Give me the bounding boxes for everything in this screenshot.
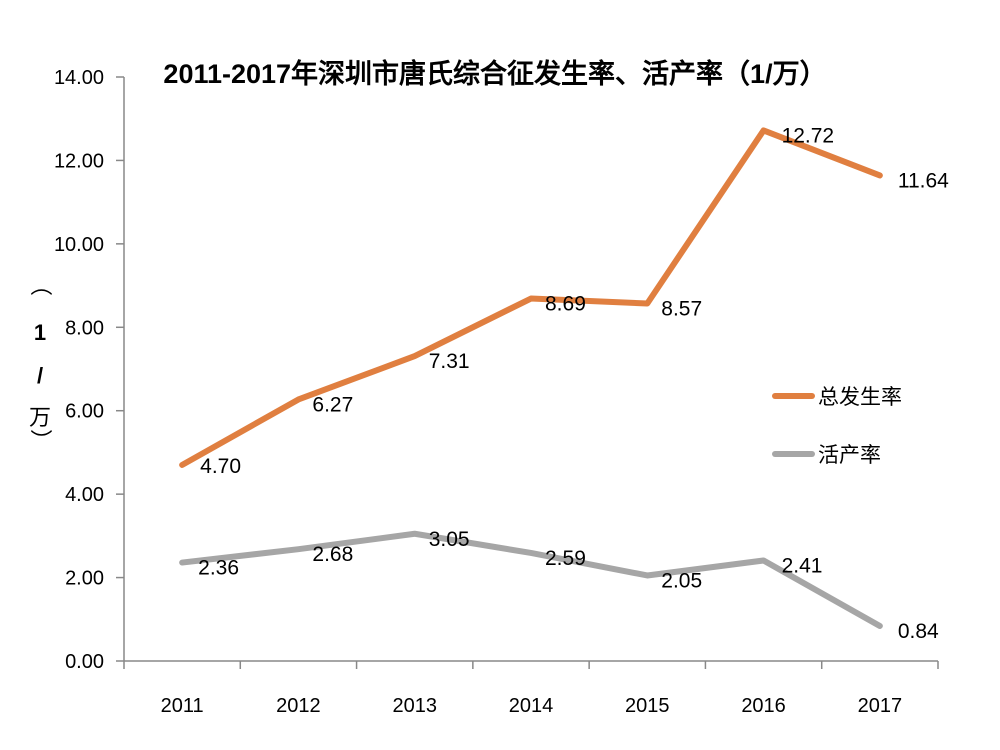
x-tick-label: 2013 [392,695,437,717]
data-point [530,297,532,300]
data-label: 6.27 [312,393,353,416]
data-label: 2.05 [661,569,702,592]
y-axis-ticks: 0.00 2.00 4.00 6.00 8.00 10.00 12.00 14.00 [54,67,124,673]
data-point [646,302,649,305]
x-tick-label: 2011 [161,695,204,717]
y-axis-label-char: 万 [29,405,51,430]
x-tick-label: 2016 [741,695,786,717]
data-point [878,174,881,177]
data-point [181,561,184,564]
x-tick-label: 2015 [625,695,670,717]
x-tick-label: 2012 [276,695,321,717]
y-axis-label-char: （ [28,274,53,296]
x-tick-label: 2017 [858,695,903,717]
data-label: 11.64 [898,169,949,192]
data-point [413,532,416,535]
data-label: 8.57 [661,298,702,321]
data-label: 2.68 [312,543,353,566]
y-tick-label: 10.00 [54,234,104,256]
data-point [762,129,765,132]
data-label: 2.59 [545,547,586,570]
data-point [762,559,765,562]
y-tick-label: 0.00 [65,651,104,673]
x-tick-label: 2014 [509,695,554,717]
legend-label: 活产率 [818,444,881,467]
data-point [878,624,881,627]
data-label: 8.69 [545,293,586,316]
y-axis-label-char: 1 [34,320,46,345]
x-axis-ticks: 2011 2012 2013 2014 2015 2016 2017 [123,661,939,717]
axes [123,77,938,662]
y-axis-label-char: / [37,363,43,388]
data-point [181,463,184,466]
data-point [413,355,416,358]
y-tick-label: 14.00 [54,67,104,89]
series-lines [179,127,883,629]
data-label: 0.84 [898,620,939,643]
y-tick-label: 12.00 [54,150,104,172]
data-point [297,548,300,551]
data-label: 12.72 [782,124,835,147]
data-point [297,398,300,401]
data-labels: 4.70 6.27 7.31 8.69 8.57 12.72 11.64 2.36 2.68 3.… [198,124,949,643]
data-label: 2.36 [198,557,239,580]
data-label: 2.41 [782,554,823,577]
data-point [646,574,649,577]
series-line-live-birth-rate [179,530,883,629]
data-label: 4.70 [200,455,241,478]
y-tick-label: 6.00 [65,401,104,423]
data-label: 7.31 [429,350,470,373]
y-tick-label: 8.00 [65,317,104,339]
chart-title: 2011-2017年深圳市唐氏综合征发生率、活产率（1/万） [163,58,826,89]
legend-label: 总发生率 [818,386,902,409]
y-tick-label: 2.00 [65,568,104,590]
y-tick-label: 4.00 [65,484,104,506]
y-axis-label: （ 1 / 万） [28,274,53,451]
data-label: 3.05 [429,528,470,551]
y-axis-label-char: ） [28,429,53,451]
data-point [530,551,532,554]
